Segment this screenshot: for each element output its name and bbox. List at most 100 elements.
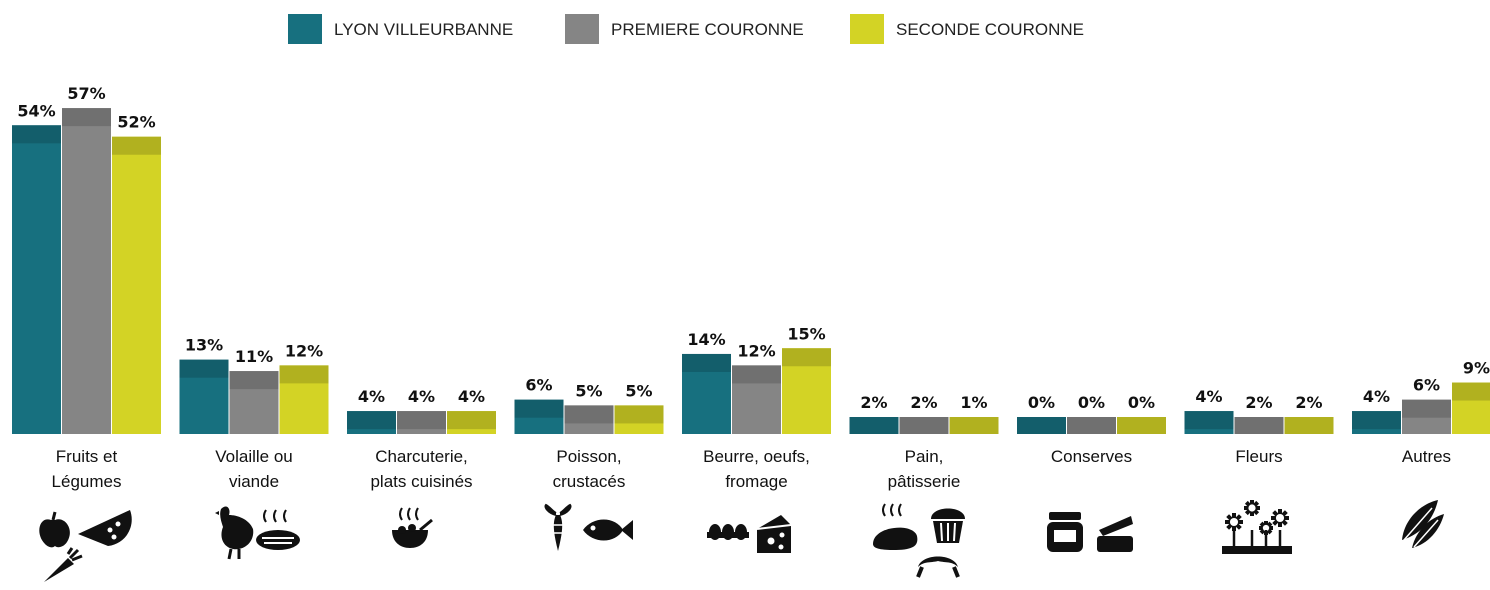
value-label: 2% — [1295, 393, 1322, 412]
legend-item-premiere-couronne: PREMIERE COURONNE — [565, 14, 804, 44]
bar-top-band — [1117, 417, 1166, 434]
bar-premiere-couronne-4 — [732, 365, 781, 434]
category-label: crustacés — [553, 472, 626, 491]
value-label: 52% — [117, 113, 155, 132]
jar-icon — [1047, 512, 1083, 552]
value-labels-layer: 54% 57% 52% 13% 11% 12% 4% 4% 4% 6% 5% 5% 14% 12% 15% 2… — [17, 84, 1490, 412]
bar-top-band — [1017, 417, 1066, 434]
bar-body — [12, 125, 61, 435]
value-label: 0% — [1128, 393, 1155, 412]
croissant-icon — [916, 556, 960, 578]
legend-label: PREMIERE COURONNE — [611, 20, 804, 39]
category-icons-layer — [39, 500, 1444, 582]
bar-top-band — [447, 411, 496, 430]
bread-icon — [873, 503, 918, 550]
bar-top-band — [782, 348, 831, 367]
value-label: 11% — [235, 347, 273, 366]
legend-label: LYON VILLEURBANNE — [334, 20, 513, 39]
bar-seconde-couronne-2 — [447, 411, 496, 434]
flower-box-icon — [1222, 500, 1292, 554]
eggs-icon — [707, 524, 749, 540]
legend-item-lyon-villeurbanne: LYON VILLEURBANNE — [288, 14, 513, 44]
legend-item-seconde-couronne: SECONDE COURONNE — [850, 14, 1084, 44]
category-label: Autres — [1402, 447, 1451, 466]
bar-top-band — [1352, 411, 1401, 430]
category-label: fromage — [725, 472, 787, 491]
category-label: Volaille ou — [215, 447, 293, 466]
category-labels-layer: Fruits et Légumes Volaille ou viande Charcut… — [52, 447, 1452, 491]
bar-seconde-couronne-5 — [949, 417, 999, 434]
bar-lyon-villeurbanne-3 — [514, 399, 564, 434]
cheese-icon — [756, 515, 792, 553]
bar-top-band — [949, 417, 999, 434]
fish-icon — [583, 519, 633, 541]
bar-top-band — [112, 136, 161, 155]
value-label: 14% — [687, 330, 725, 349]
apple-icon — [39, 511, 70, 548]
bar-top-band — [899, 417, 949, 434]
value-label: 4% — [458, 387, 485, 406]
bar-top-band — [849, 417, 899, 434]
category-label: Légumes — [52, 472, 122, 491]
bar-top-band — [347, 411, 396, 430]
bar-lyon-villeurbanne-8 — [1352, 411, 1401, 434]
value-label: 13% — [185, 336, 223, 355]
value-label: 5% — [575, 381, 602, 400]
category-label: Beurre, oeufs, — [703, 447, 810, 466]
bar-seconde-couronne-3 — [614, 405, 664, 434]
bar-top-band — [1452, 382, 1490, 401]
bar-lyon-villeurbanne-0 — [12, 125, 61, 435]
bar-seconde-couronne-8 — [1452, 382, 1490, 434]
value-label: 57% — [67, 84, 105, 103]
steak-icon — [256, 509, 300, 550]
category-label: plats cuisinés — [370, 472, 472, 491]
value-label: 54% — [17, 101, 55, 120]
bar-top-band — [62, 108, 111, 127]
bar-seconde-couronne-1 — [279, 365, 329, 434]
carrot-icon — [44, 547, 83, 582]
bar-top-band — [12, 125, 61, 144]
value-label: 5% — [625, 381, 652, 400]
bar-premiere-couronne-1 — [229, 371, 279, 434]
legend-swatch — [850, 14, 884, 44]
value-label: 2% — [860, 393, 887, 412]
bar-lyon-villeurbanne-5 — [849, 417, 899, 434]
bar-top-band — [1234, 417, 1284, 434]
value-label: 12% — [285, 341, 323, 360]
bar-premiere-couronne-5 — [899, 417, 949, 434]
bar-top-band — [1402, 399, 1451, 418]
category-label: Fruits et — [56, 447, 118, 466]
bar-top-band — [229, 371, 279, 390]
hot-dish-icon — [392, 507, 433, 548]
bars-layer — [12, 108, 1490, 435]
category-label: Conserves — [1051, 447, 1132, 466]
legend-swatch — [565, 14, 599, 44]
bar-top-band — [397, 411, 446, 430]
legend: LYON VILLEURBANNE PREMIERE COURONNE SECOND… — [288, 14, 1084, 44]
bar-top-band — [564, 405, 614, 424]
bar-top-band — [1184, 411, 1234, 430]
chicken-icon — [215, 506, 254, 560]
legend-label: SECONDE COURONNE — [896, 20, 1084, 39]
bar-body — [112, 136, 161, 434]
bar-lyon-villeurbanne-1 — [179, 359, 229, 434]
value-label: 4% — [1363, 387, 1390, 406]
bar-lyon-villeurbanne-6 — [1017, 417, 1066, 434]
bar-seconde-couronne-4 — [782, 348, 831, 434]
value-label: 2% — [910, 393, 937, 412]
category-label: pâtisserie — [888, 472, 961, 491]
watermelon-icon — [78, 510, 132, 546]
category-label: Fleurs — [1235, 447, 1282, 466]
value-label: 1% — [960, 393, 987, 412]
bar-premiere-couronne-6 — [1067, 417, 1116, 434]
legend-swatch — [288, 14, 322, 44]
value-label: 9% — [1463, 359, 1490, 378]
value-label: 4% — [1195, 387, 1222, 406]
category-label: Charcuterie, — [375, 447, 468, 466]
bar-body — [62, 108, 111, 435]
bar-lyon-villeurbanne-7 — [1184, 411, 1234, 434]
bar-top-band — [732, 365, 781, 384]
value-label: 6% — [1413, 376, 1440, 395]
category-label: Poisson, — [556, 447, 621, 466]
